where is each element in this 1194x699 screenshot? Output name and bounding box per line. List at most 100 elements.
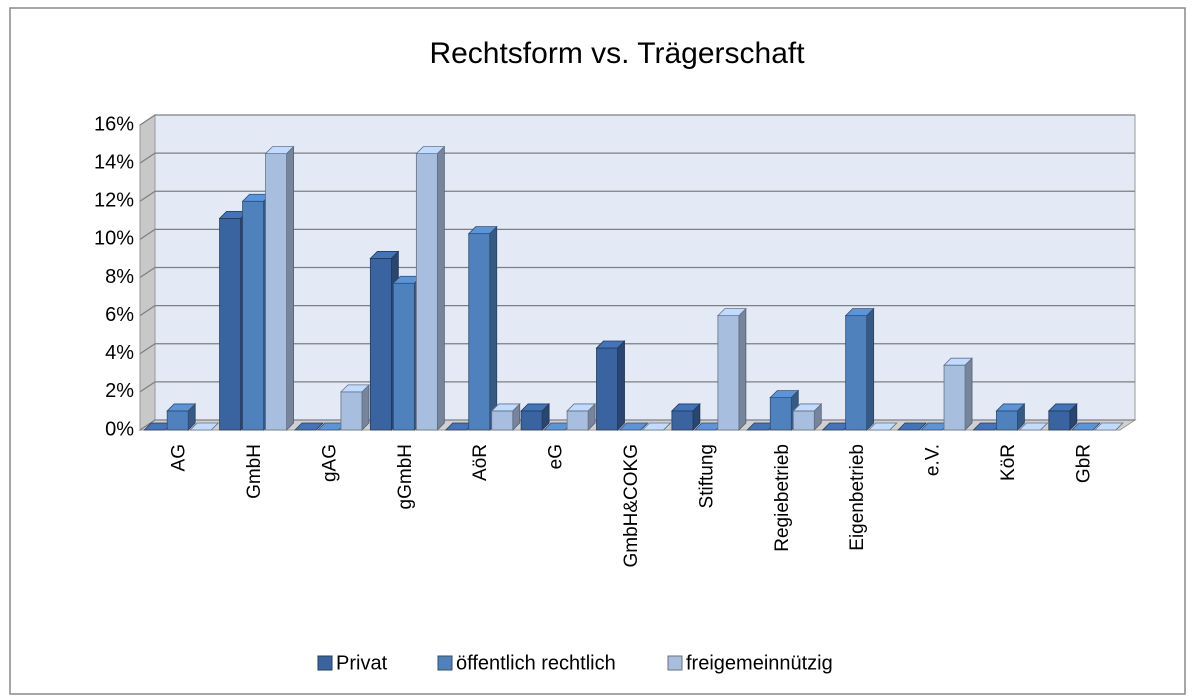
bar-top (166, 403, 197, 412)
bar-front (219, 218, 241, 431)
y-tick-label: 10% (94, 228, 134, 250)
grid-line (139, 152, 1135, 164)
bar-front (671, 410, 694, 431)
bar-side (286, 145, 294, 431)
bar-side (617, 340, 625, 431)
bar (792, 402, 823, 431)
bar-front (166, 410, 189, 431)
bar-top (792, 403, 823, 412)
bar-front (596, 347, 618, 431)
x-tick-label: eG (546, 444, 567, 469)
grid-line (139, 190, 1135, 202)
y-tick-label: 4% (105, 342, 134, 364)
bar-top (867, 422, 898, 431)
bar-top (369, 251, 400, 259)
bar-top (467, 226, 498, 235)
bar-top (189, 422, 220, 431)
bar-front (769, 397, 792, 431)
bar-top (995, 403, 1026, 412)
bar (1018, 422, 1049, 431)
bar-top (618, 422, 649, 431)
bar (189, 422, 220, 431)
bar (339, 383, 370, 431)
grid-line (139, 343, 1135, 355)
bar-front (468, 233, 491, 431)
x-tick-label: Eigenbetrieb (847, 444, 868, 551)
x-tick-label: GbR (1073, 444, 1094, 483)
bar-top (641, 422, 672, 431)
legend-label: Privat (336, 652, 388, 674)
grid-line (139, 228, 1135, 240)
y-tick-label: 14% (94, 151, 134, 173)
legend-swatch (317, 655, 333, 671)
bar (595, 340, 626, 431)
grid-line (139, 266, 1135, 278)
bar-top (1093, 422, 1124, 431)
legend-label: freigemeinnützig (686, 652, 833, 674)
bar-front (340, 391, 363, 431)
bar-top (490, 403, 521, 412)
bar (490, 402, 521, 431)
bar-top (670, 403, 701, 412)
bar (995, 402, 1026, 431)
bar (467, 225, 498, 431)
x-tick-label: AG (169, 444, 190, 471)
bar-front (415, 153, 438, 431)
bar (641, 422, 672, 431)
bar-side (964, 357, 973, 431)
x-tick-label: KöR (998, 444, 1019, 481)
bar-front (491, 410, 514, 431)
bar-top (716, 308, 747, 317)
y-tick-label: 8% (105, 266, 134, 288)
bar-top (769, 390, 800, 398)
x-tick-label: Regiebetrieb (772, 444, 793, 552)
bar (566, 402, 597, 431)
bar-top (595, 340, 626, 349)
y-tick-label: 2% (105, 380, 134, 402)
bar-side (489, 225, 498, 431)
x-tick-label: gAG (319, 444, 340, 482)
bar (264, 145, 295, 431)
bar (415, 145, 446, 431)
bar-side (738, 307, 747, 431)
bar-front (1048, 410, 1071, 431)
bar (844, 307, 875, 431)
x-tick-label: Stiftung (696, 444, 717, 508)
grid-line (139, 381, 1135, 393)
legend-label: öffentlich rechtlich (456, 652, 616, 674)
bar (897, 422, 928, 431)
bar-side (436, 145, 445, 431)
bar-top (339, 384, 370, 393)
bar-top (844, 308, 875, 317)
bar-top (1018, 422, 1049, 431)
x-tick-label: GmbH (244, 444, 265, 499)
x-tick-label: AöR (470, 444, 491, 481)
bar (166, 402, 197, 431)
bar-top (943, 357, 974, 366)
bar-top (264, 146, 295, 154)
bar-front (265, 153, 287, 431)
bar-side (361, 383, 370, 431)
chart-title: Rechtsform vs. Trägerschaft (429, 37, 805, 70)
bar-top (293, 422, 324, 431)
legend-swatch (437, 655, 453, 671)
bar-top (1047, 403, 1078, 412)
bar-front (369, 258, 392, 431)
bar-front (717, 315, 740, 431)
bar (618, 422, 649, 431)
bar-side (866, 307, 875, 431)
bar-top (566, 403, 597, 412)
bar-front (845, 315, 868, 431)
bar-front (996, 410, 1018, 431)
legend-swatch (667, 655, 683, 671)
y-tick-label: 6% (105, 304, 134, 326)
bar (293, 422, 324, 431)
bar-top (897, 422, 928, 431)
y-tick-label: 16% (94, 113, 134, 135)
bar-front (392, 282, 415, 431)
bar-top (1070, 422, 1101, 431)
y-tick-label: 0% (105, 418, 134, 440)
x-tick-label: e.V. (923, 444, 944, 476)
